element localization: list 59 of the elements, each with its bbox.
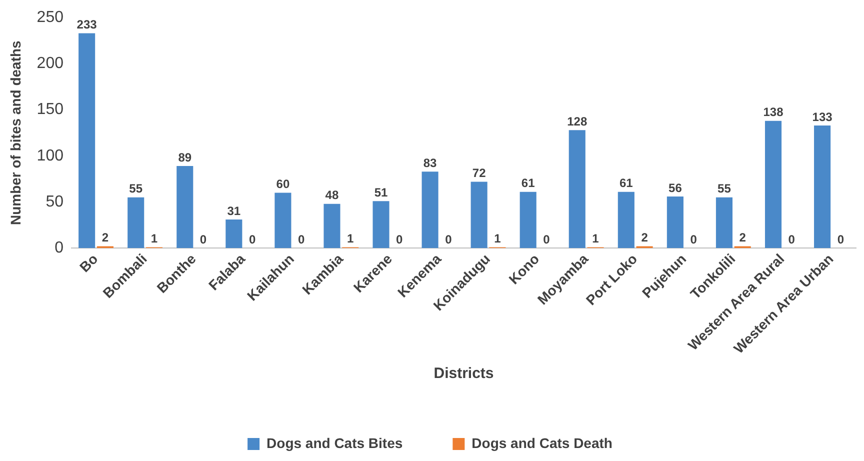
legend-label: Dogs and Cats Death	[472, 434, 612, 451]
bar	[226, 220, 242, 248]
y-tick-label: 150	[36, 101, 64, 118]
data-label: 1	[347, 232, 354, 246]
data-label: 0	[248, 232, 256, 246]
data-label: 2	[102, 230, 109, 245]
bar	[716, 197, 732, 248]
data-label: 0	[690, 232, 698, 246]
data-label: 56	[668, 180, 682, 195]
data-label: 138	[763, 105, 784, 120]
bar	[128, 197, 144, 248]
data-label: 0	[837, 232, 844, 246]
data-label: 55	[129, 182, 143, 196]
data-label: 0	[396, 232, 404, 246]
data-label: 61	[521, 176, 536, 190]
x-axis-title: Districts	[434, 365, 494, 382]
data-label: 2	[739, 230, 746, 245]
bar	[324, 204, 340, 248]
y-tick-label: 200	[36, 55, 64, 72]
data-label: 61	[619, 176, 634, 190]
data-label: 128	[567, 114, 588, 128]
data-label: 72	[472, 166, 486, 180]
y-tick-label: 0	[54, 240, 64, 257]
data-label: 0	[445, 232, 452, 246]
x-tick-label: Bo	[76, 250, 101, 276]
data-label: 1	[494, 232, 502, 246]
bar	[372, 201, 390, 248]
bar	[422, 172, 438, 248]
bar	[618, 192, 634, 248]
y-tick-label: 50	[46, 193, 64, 210]
data-label: 2	[641, 230, 648, 245]
y-tick-label: 250	[36, 9, 64, 26]
y-axis-title: Number of bites and deaths	[7, 40, 24, 226]
data-label: 0	[200, 232, 207, 246]
data-label: 55	[718, 182, 732, 196]
data-label: 31	[227, 204, 241, 218]
data-label: 233	[76, 18, 98, 32]
bar	[78, 33, 96, 248]
data-label: 0	[788, 232, 796, 246]
bar	[520, 192, 536, 248]
data-label: 60	[276, 177, 290, 192]
data-label: 83	[423, 156, 438, 170]
bar	[666, 196, 684, 248]
y-tick-label: 100	[36, 147, 64, 164]
data-label: 0	[543, 232, 550, 246]
bar	[814, 125, 831, 248]
bar	[274, 192, 292, 248]
bar	[470, 182, 488, 248]
data-label: 0	[298, 232, 305, 246]
bar	[176, 166, 194, 248]
bar	[568, 130, 586, 248]
data-label: 1	[150, 232, 158, 246]
data-label: 1	[592, 232, 600, 246]
data-label: 133	[812, 110, 833, 124]
data-label: 48	[325, 188, 339, 202]
bar	[764, 120, 782, 248]
data-label: 89	[178, 150, 192, 164]
legend-label: Dogs and Cats Bites	[266, 434, 403, 451]
data-label: 51	[374, 185, 388, 200]
